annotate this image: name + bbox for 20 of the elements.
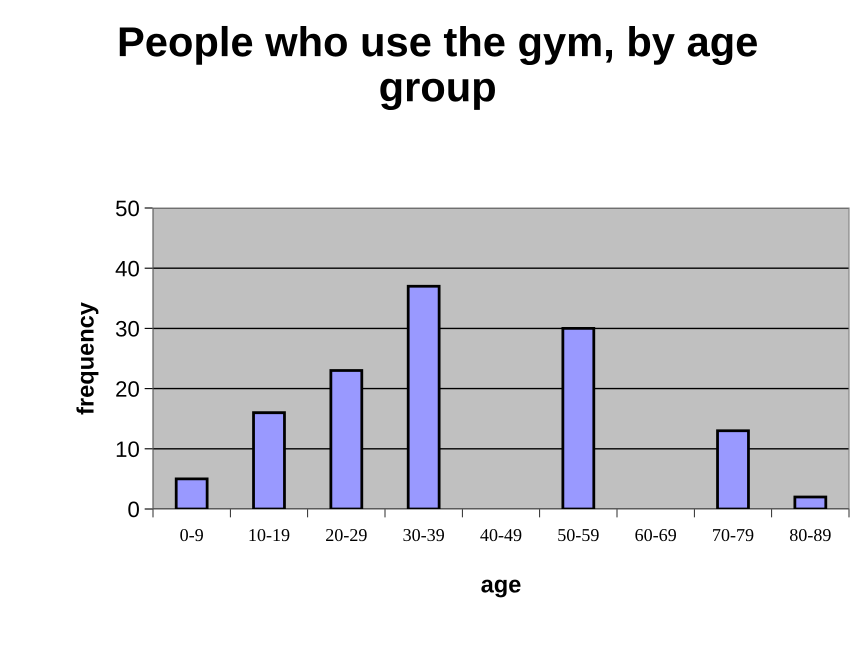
x-tick-label: 20-29 [326, 528, 367, 542]
y-tick-label: 10 [116, 441, 139, 458]
x-tick-label: 80-89 [790, 528, 831, 542]
y-tick-label: 0 [128, 502, 139, 518]
x-tick-label: 60-69 [635, 528, 676, 542]
x-tick-label: 50-59 [558, 528, 599, 542]
x-tick-label: 40-49 [480, 528, 522, 542]
y-axis-title: frequency [76, 302, 98, 415]
bar [793, 496, 828, 509]
bar [174, 478, 209, 509]
y-tick-label: 40 [116, 260, 139, 276]
chart-title: People who use the gym, by age group [120, 26, 757, 110]
y-tick-label: 50 [116, 200, 139, 216]
y-tick-label: 30 [116, 320, 139, 337]
x-tick-label: 0-9 [180, 528, 203, 542]
x-tick-label: 30-39 [403, 528, 444, 542]
x-tick-label: 70-79 [713, 528, 754, 542]
y-tick-label: 20 [116, 381, 139, 397]
x-axis-title: age [481, 580, 521, 598]
x-tick-label: 10-19 [250, 528, 290, 542]
